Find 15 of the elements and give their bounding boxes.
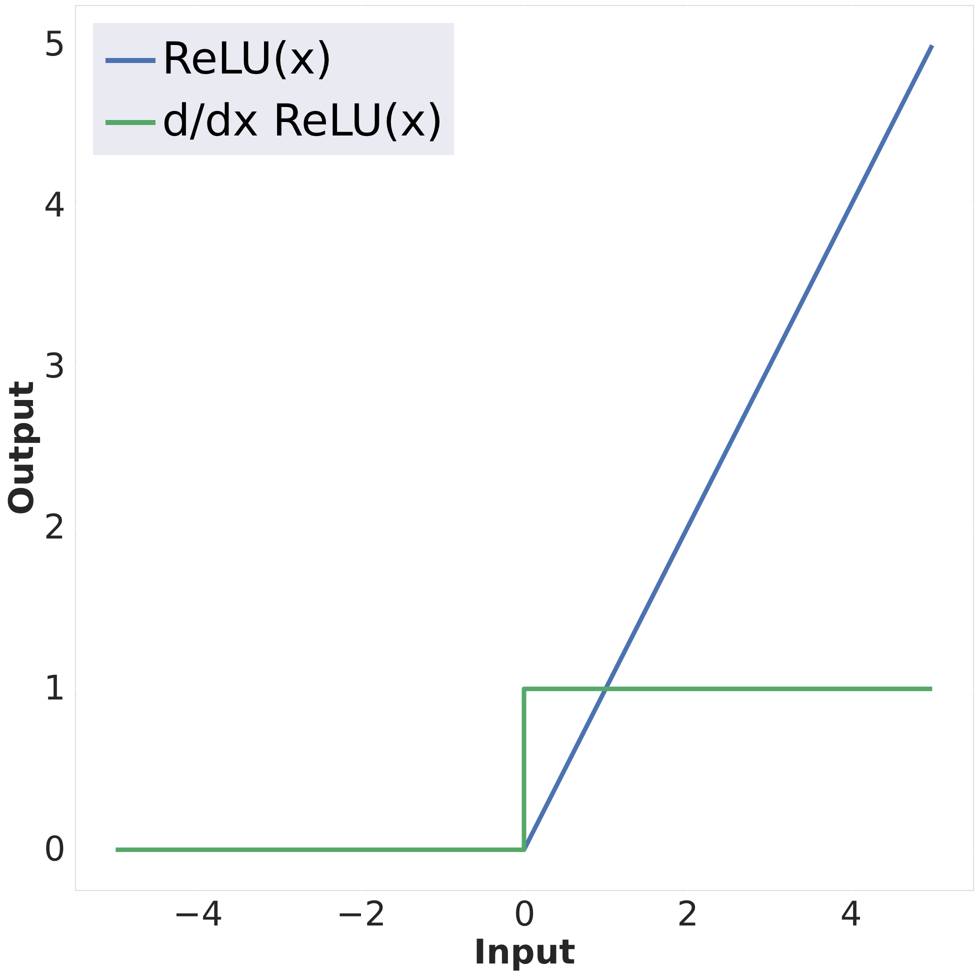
y-axis-title: Output: [2, 380, 42, 516]
y-tick-label: 5: [44, 24, 66, 65]
x-tick-label: 0: [514, 894, 536, 934]
y-tick-label: 2: [44, 507, 66, 548]
y-tick-label: 1: [44, 668, 66, 708]
legend-label: ReLU(x): [162, 34, 333, 84]
legend-label: d/dx ReLU(x): [162, 96, 444, 146]
y-tick-label: 3: [44, 346, 66, 387]
x-tick-label: 4: [840, 894, 862, 934]
x-tick-label: −4: [172, 894, 224, 934]
x-tick-label: 2: [676, 894, 699, 934]
x-axis-title: Input: [474, 932, 576, 972]
x-tick-label: −2: [336, 894, 386, 934]
y-tick-label: 0: [44, 829, 66, 870]
y-tick-label: 4: [44, 186, 66, 226]
